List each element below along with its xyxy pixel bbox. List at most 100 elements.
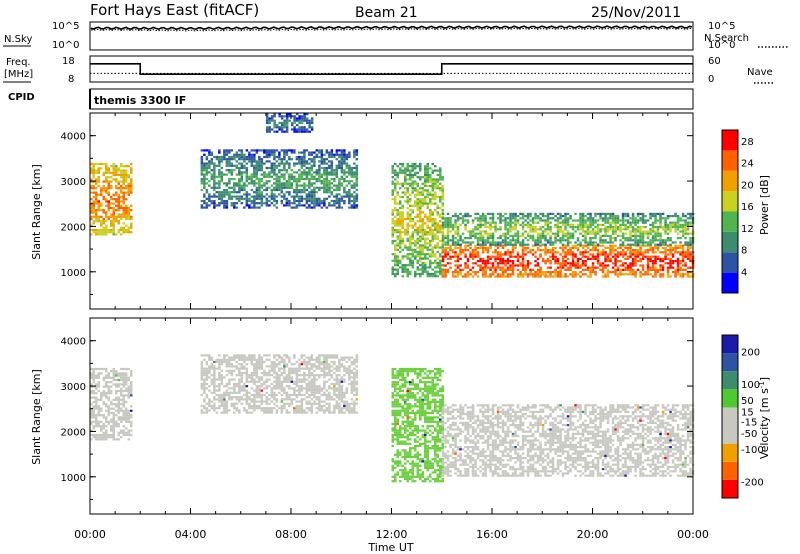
- heatmap-cell: [105, 376, 108, 379]
- heatmap-cell: [426, 253, 429, 256]
- heatmap-cell: [120, 162, 123, 166]
- heatmap-cell: [293, 130, 296, 133]
- heatmap-cell: [285, 128, 289, 131]
- heatmap-cell: [589, 212, 592, 215]
- heatmap-cell: [561, 239, 565, 242]
- heatmap-cell: [406, 270, 409, 273]
- heatmap-cell: [549, 251, 552, 254]
- heatmap-cell: [566, 275, 570, 278]
- heatmap-cell: [122, 394, 125, 397]
- heatmap-cell: [489, 243, 492, 246]
- heatmap-cell: [439, 178, 442, 181]
- heatmap-cell: [235, 184, 239, 187]
- heatmap-cell: [233, 369, 236, 372]
- heatmap-cell: [95, 191, 98, 194]
- heatmap-cell: [250, 158, 254, 161]
- heatmap-cell: [238, 195, 241, 198]
- heatmap-cell: [641, 257, 645, 260]
- heatmap-cell: [280, 182, 284, 185]
- heatmap-cell: [102, 162, 105, 166]
- heatmap-cell: [295, 119, 299, 122]
- heatmap-cell: [305, 195, 309, 198]
- heatmap-cell: [661, 268, 665, 271]
- heatmap-cell: [218, 155, 221, 159]
- heatmap-cell: [233, 188, 236, 192]
- heatmap-cell: [491, 241, 495, 244]
- heatmap-cell: [343, 199, 346, 203]
- heatmap-cell: [213, 162, 216, 165]
- heatmap-cell: [228, 182, 231, 185]
- heatmap-cell: [501, 241, 505, 244]
- heatmap-cell: [656, 212, 660, 215]
- heatmap-cell: [200, 164, 204, 167]
- heatmap-cell: [621, 219, 625, 222]
- heatmap-cell: [489, 257, 492, 260]
- heatmap-cell: [399, 242, 402, 245]
- heatmap-cell: [208, 358, 211, 361]
- heatmap-cell: [112, 367, 115, 371]
- heatmap-cell: [215, 411, 219, 414]
- heatmap-cell: [127, 394, 130, 397]
- heatmap-cell: [110, 202, 113, 205]
- heatmap-cell: [454, 275, 457, 278]
- heatmap-cell: [328, 204, 331, 207]
- heatmap-cell: [409, 244, 412, 247]
- heatmap-cell: [313, 197, 316, 200]
- heatmap-cell: [531, 239, 535, 242]
- heatmap-cell: [539, 241, 542, 244]
- heatmap-cell: [253, 398, 256, 401]
- heatmap-cell: [554, 239, 557, 242]
- heatmap-cell: [203, 358, 206, 361]
- heatmap-cell: [516, 273, 520, 276]
- heatmap-cell: [564, 264, 567, 267]
- heatmap-cell: [669, 230, 672, 233]
- heatmap-cell: [115, 396, 118, 399]
- heatmap-cell: [646, 251, 650, 254]
- heatmap-cell: [288, 158, 291, 161]
- heatmap-cell: [449, 255, 452, 258]
- heatmap-cell: [574, 219, 577, 222]
- heatmap-cell: [549, 255, 552, 258]
- colorbar-segment: [722, 231, 738, 253]
- heatmap-cell: [394, 246, 397, 249]
- heatmap-cell: [684, 232, 687, 235]
- heatmap-cell: [416, 242, 419, 245]
- heatmap-cell: [228, 195, 231, 198]
- heatmap-cell: [426, 224, 429, 227]
- heatmap-cell: [220, 398, 224, 401]
- heatmap-cell: [107, 409, 110, 412]
- heatmap-cell: [614, 228, 617, 231]
- heatmap-cell: [130, 389, 133, 393]
- heatmap-cell: [265, 193, 269, 196]
- heatmap-cell: [404, 171, 407, 174]
- heatmap-cell: [305, 199, 309, 203]
- heatmap-cell: [268, 128, 271, 131]
- heatmap-cell: [318, 173, 321, 176]
- heatmap-cell: [546, 260, 550, 263]
- heatmap-cell: [320, 180, 324, 183]
- heatmap-cell: [243, 354, 246, 357]
- heatmap-cell: [621, 223, 625, 226]
- freq-tick-top: 18: [62, 56, 75, 67]
- heatmap-cell: [581, 260, 585, 263]
- heatmap-cell: [308, 153, 311, 156]
- heatmap-cell: [556, 226, 560, 229]
- heatmap-cell: [253, 153, 256, 156]
- heatmap-cell: [115, 374, 118, 377]
- heatmap-cell: [235, 398, 239, 401]
- heatmap-cell: [636, 212, 640, 215]
- heatmap-cell: [107, 420, 110, 423]
- heatmap-cell: [406, 222, 409, 225]
- heatmap-cell: [611, 246, 615, 249]
- heatmap-cell: [255, 197, 259, 200]
- heatmap-cell: [589, 217, 592, 220]
- heatmap-cell: [399, 224, 402, 227]
- heatmap-cell: [524, 249, 527, 252]
- heatmap-cell: [469, 237, 472, 240]
- heatmap-cell: [599, 215, 602, 218]
- heatmap-cell: [551, 271, 555, 274]
- heatmap-cell: [654, 275, 657, 278]
- heatmap-cell: [404, 246, 407, 249]
- heatmap-cell: [439, 173, 442, 177]
- heatmap-cell: [509, 268, 512, 271]
